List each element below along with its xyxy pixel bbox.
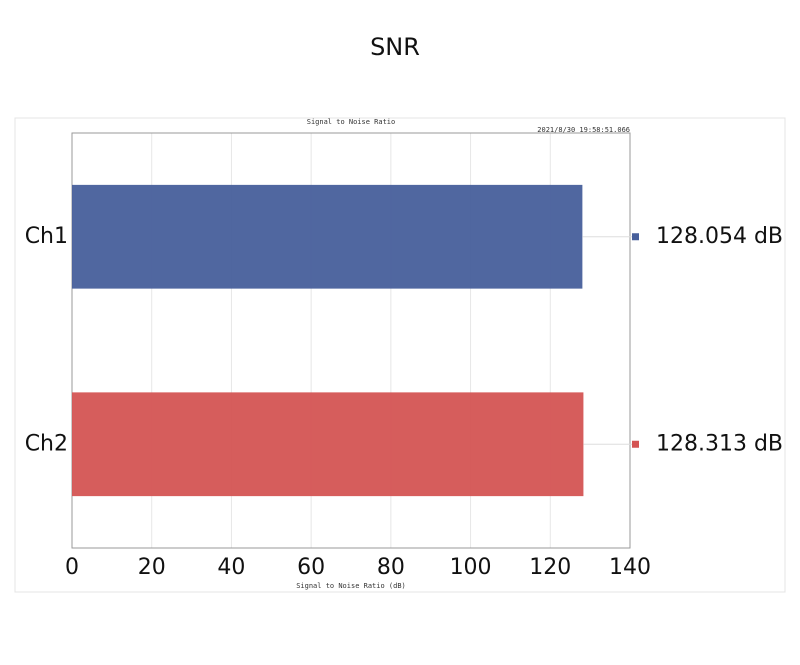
x-tick-label: 0 bbox=[65, 555, 79, 580]
panel-frame bbox=[14, 117, 786, 593]
x-tick-label: 80 bbox=[377, 555, 405, 580]
plot-frame bbox=[71, 132, 631, 549]
x-tick-label: 140 bbox=[609, 555, 651, 580]
bar bbox=[72, 392, 584, 497]
value-label: 128.313 dB bbox=[656, 431, 783, 456]
legend-swatch bbox=[632, 440, 639, 448]
x-tick-label: 40 bbox=[217, 555, 245, 580]
category-label: Ch1 bbox=[25, 224, 68, 249]
category-label: Ch2 bbox=[25, 431, 68, 456]
x-tick-label: 100 bbox=[450, 555, 492, 580]
x-tick-label: 120 bbox=[529, 555, 571, 580]
chart-subtitle: Signal to Noise Ratio bbox=[307, 118, 396, 126]
x-axis-label: Signal to Noise Ratio (dB) bbox=[296, 582, 406, 590]
timestamp: 2021/8/30 19:58:51.066 bbox=[537, 126, 630, 134]
bar bbox=[72, 184, 583, 289]
x-tick-label: 20 bbox=[138, 555, 166, 580]
x-tick-label: 60 bbox=[297, 555, 325, 580]
chart-title: SNR bbox=[370, 33, 420, 61]
legend-swatch bbox=[632, 233, 639, 241]
value-label: 128.054 dB bbox=[656, 224, 783, 249]
